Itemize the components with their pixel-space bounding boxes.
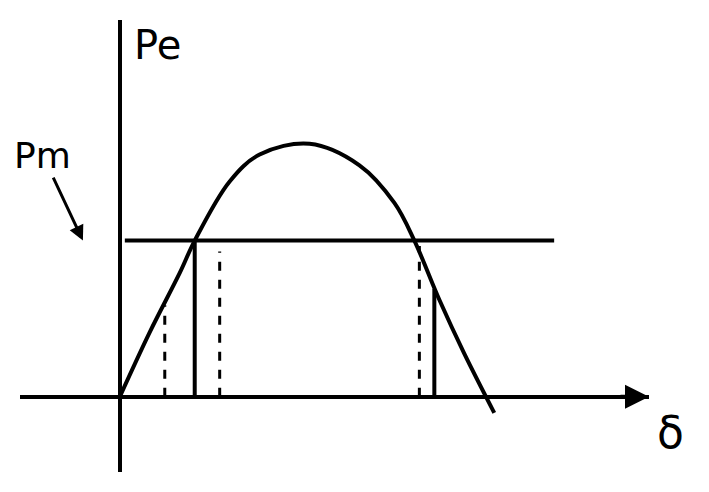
svg-text:δ: δ [657, 407, 684, 458]
svg-text:Pm: Pm [14, 135, 71, 176]
svg-text:Pe: Pe [134, 22, 181, 68]
